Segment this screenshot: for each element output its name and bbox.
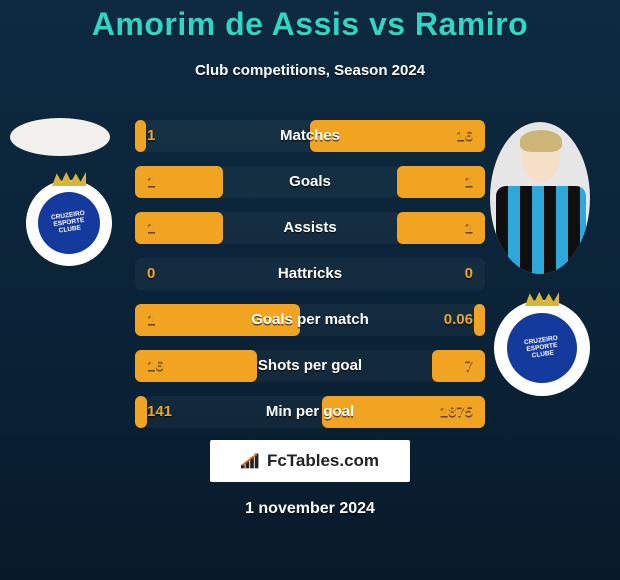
stat-value-right: 0 <box>465 258 473 290</box>
stat-bar-left <box>135 166 223 198</box>
stat-bar-right <box>397 212 485 244</box>
comparison-bars: Matches116 Goals11 Assists11 Hattricks0 0 Goa… <box>135 120 485 442</box>
player1-photo <box>10 118 110 156</box>
stat-value-left: 141 <box>147 396 172 428</box>
stat-bar-left <box>135 304 300 336</box>
stat-row: Goals per match10.06 <box>135 304 485 336</box>
brand-box: FcTables.com <box>210 440 410 482</box>
subtitle: Club competitions, Season 2024 <box>0 62 620 79</box>
stat-bar-left <box>135 350 257 382</box>
stat-bar-left <box>135 212 223 244</box>
stat-row: Goals11 <box>135 166 485 198</box>
stat-value-right: 0.06 <box>444 304 473 336</box>
stat-bar-right <box>322 396 485 428</box>
stat-value-left: 1 <box>147 120 155 152</box>
stat-bar-right <box>474 304 485 336</box>
stat-bar-right <box>397 166 485 198</box>
player2-club-crest: CRUZEIRO ESPORTE CLUBE <box>494 300 590 396</box>
stat-value-left: 0 <box>147 258 155 290</box>
stat-row: Shots per goal167 <box>135 350 485 382</box>
stat-bar-right <box>310 120 485 152</box>
player1-club-crest: CRUZEIRO ESPORTE CLUBE <box>26 180 112 266</box>
stat-row: Assists11 <box>135 212 485 244</box>
stat-row: Min per goal1411875 <box>135 396 485 428</box>
footer-date: 1 november 2024 <box>0 500 620 518</box>
fctables-logo-icon <box>241 453 263 469</box>
stat-row: Hattricks0 0 <box>135 258 485 290</box>
page-title: Amorim de Assis vs Ramiro <box>0 6 620 43</box>
player2-photo <box>490 122 590 274</box>
stat-bar-right <box>432 350 485 382</box>
brand-text: FcTables.com <box>267 451 379 471</box>
stat-bar-left <box>135 120 146 152</box>
stat-label: Hattricks <box>135 258 485 290</box>
stat-row: Matches116 <box>135 120 485 152</box>
stat-bar-left <box>135 396 147 428</box>
